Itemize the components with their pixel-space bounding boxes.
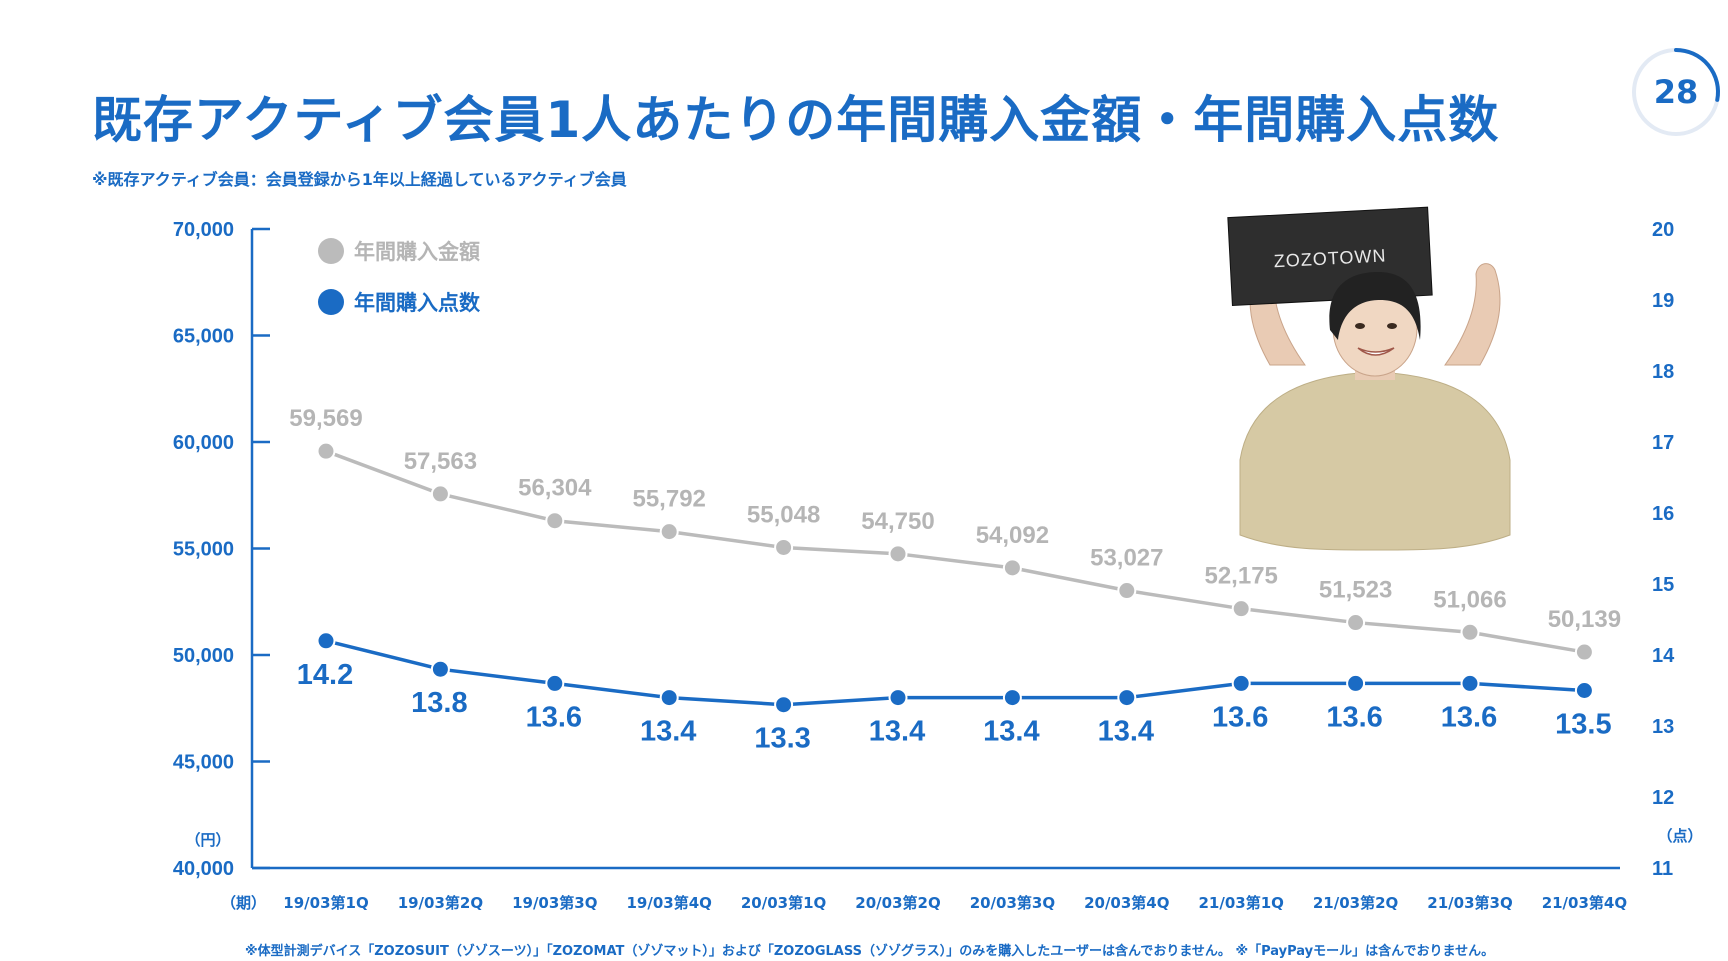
data-label-annual-items: 13.8 bbox=[411, 687, 467, 719]
data-point-annual-items bbox=[888, 688, 908, 708]
y-left-tick-label: 65,000 bbox=[173, 326, 234, 348]
y-right-tick-label: 15 bbox=[1652, 574, 1674, 596]
x-tick-label: 19/03第4Q bbox=[626, 894, 711, 912]
data-point-annual-spend bbox=[1117, 581, 1137, 601]
x-tick-label: 19/03第3Q bbox=[512, 894, 597, 912]
data-point-annual-items bbox=[659, 688, 679, 708]
series-line-annual-items bbox=[325, 639, 1585, 707]
data-point-annual-items bbox=[774, 695, 794, 715]
data-point-annual-spend bbox=[888, 544, 908, 564]
y-left-tick-label: 55,000 bbox=[173, 539, 234, 561]
data-label-annual-items: 13.3 bbox=[754, 723, 810, 755]
data-label-annual-items: 13.4 bbox=[1098, 716, 1154, 748]
y-left-tick-label: 40,000 bbox=[173, 858, 234, 880]
person-holding-box-illustration: ZOZOTOWN bbox=[1227, 206, 1511, 551]
data-label-annual-items: 13.4 bbox=[983, 716, 1039, 748]
y-right-tick-label: 17 bbox=[1652, 432, 1674, 454]
data-label-annual-spend: 56,304 bbox=[518, 475, 592, 502]
x-tick-label: 21/03第1Q bbox=[1198, 894, 1283, 912]
data-label-annual-items: 13.4 bbox=[869, 716, 925, 748]
legend-marker-annual-spend bbox=[318, 238, 344, 264]
data-label-annual-spend: 51,066 bbox=[1433, 586, 1506, 613]
data-point-annual-spend bbox=[316, 441, 336, 461]
data-point-annual-items bbox=[545, 673, 565, 693]
data-label-annual-items: 13.5 bbox=[1555, 709, 1611, 741]
data-point-annual-items bbox=[316, 631, 336, 651]
x-tick-label: 21/03第3Q bbox=[1427, 894, 1512, 912]
data-label-annual-spend: 54,750 bbox=[861, 508, 934, 535]
data-point-annual-items bbox=[1346, 673, 1366, 693]
data-point-annual-spend bbox=[1460, 622, 1480, 642]
y-right-tick-label: 16 bbox=[1652, 503, 1674, 525]
y-right-unit-label: （点） bbox=[1657, 827, 1702, 845]
y-right-tick-label: 18 bbox=[1652, 361, 1674, 383]
data-point-annual-spend bbox=[1231, 599, 1251, 619]
y-right-tick-label: 20 bbox=[1652, 219, 1674, 241]
x-tick-label: 21/03第2Q bbox=[1313, 894, 1398, 912]
x-tick-label: 19/03第2Q bbox=[398, 894, 483, 912]
x-tick-label: 20/03第1Q bbox=[741, 894, 826, 912]
page-title: 既存アクティブ会員1人あたりの年間購入金額・年間購入点数 bbox=[92, 91, 1500, 149]
page-subtitle: ※既存アクティブ会員：会員登録から1年以上経過しているアクティブ会員 bbox=[92, 170, 627, 189]
x-tick-label: 21/03第4Q bbox=[1542, 894, 1627, 912]
data-label-annual-items: 13.6 bbox=[1326, 701, 1382, 733]
data-label-annual-items: 13.6 bbox=[1212, 701, 1268, 733]
page-progress-ring bbox=[1632, 48, 1720, 136]
data-label-annual-items: 13.4 bbox=[640, 716, 696, 748]
data-point-annual-spend bbox=[774, 537, 794, 557]
data-label-annual-spend: 51,523 bbox=[1319, 577, 1392, 604]
y-right-tick-label: 11 bbox=[1652, 858, 1673, 880]
data-label-annual-spend: 53,027 bbox=[1090, 545, 1163, 572]
x-tick-label: 20/03第4Q bbox=[1084, 894, 1169, 912]
y-right-tick-label: 12 bbox=[1652, 787, 1674, 809]
legend-marker-annual-items bbox=[318, 289, 344, 315]
y-right-tick-label: 13 bbox=[1652, 716, 1674, 738]
data-label-annual-items: 13.6 bbox=[526, 701, 582, 733]
data-point-annual-items bbox=[1574, 681, 1594, 700]
y-right-tick-label: 14 bbox=[1652, 645, 1675, 667]
x-tick-label: 19/03第1Q bbox=[283, 894, 368, 912]
data-label-annual-spend: 57,563 bbox=[404, 448, 477, 475]
x-tick-label: 20/03第3Q bbox=[970, 894, 1055, 912]
x-tick-label: 20/03第2Q bbox=[855, 894, 940, 912]
y-left-tick-label: 50,000 bbox=[173, 645, 234, 667]
data-label-annual-spend: 54,092 bbox=[976, 522, 1049, 549]
footnote: ※体型計測デバイス「ZOZOSUIT（ゾゾスーツ）」「ZOZOMAT（ゾゾマット… bbox=[245, 944, 1495, 959]
data-point-annual-spend bbox=[659, 522, 679, 542]
data-point-annual-spend bbox=[1002, 558, 1022, 578]
y-left-tick-label: 70,000 bbox=[173, 219, 234, 241]
data-point-annual-spend bbox=[1346, 613, 1366, 633]
y-left-unit-label: （円） bbox=[185, 831, 230, 849]
y-left-tick-label: 60,000 bbox=[173, 432, 234, 454]
y-right-tick-label: 19 bbox=[1652, 290, 1674, 312]
legend-label-annual-spend: 年間購入金額 bbox=[354, 240, 480, 264]
data-point-annual-items bbox=[1231, 673, 1251, 693]
data-point-annual-items bbox=[1117, 688, 1137, 708]
data-label-annual-spend: 55,792 bbox=[632, 486, 705, 513]
data-point-annual-spend bbox=[430, 484, 450, 504]
data-label-annual-spend: 55,048 bbox=[747, 501, 820, 528]
legend-label-annual-items: 年間購入点数 bbox=[354, 291, 481, 315]
data-point-annual-items bbox=[1002, 688, 1022, 708]
data-point-annual-spend bbox=[1574, 642, 1594, 662]
page-number-badge: 28 bbox=[1628, 44, 1724, 140]
data-label-annual-items: 14.2 bbox=[297, 659, 353, 691]
data-label-annual-spend: 59,569 bbox=[289, 405, 362, 432]
data-label-annual-spend: 50,139 bbox=[1548, 606, 1621, 633]
data-point-annual-spend bbox=[545, 511, 565, 531]
page-number: 28 bbox=[1653, 73, 1699, 111]
data-label-annual-items: 13.6 bbox=[1441, 701, 1497, 733]
data-label-annual-spend: 52,175 bbox=[1204, 563, 1277, 590]
data-point-annual-items bbox=[430, 659, 450, 679]
y-left-tick-label: 45,000 bbox=[173, 752, 234, 774]
data-point-annual-items bbox=[1460, 673, 1480, 693]
x-axis-prefix-label: （期） bbox=[221, 894, 266, 912]
series-line-annual-spend bbox=[325, 449, 1585, 654]
